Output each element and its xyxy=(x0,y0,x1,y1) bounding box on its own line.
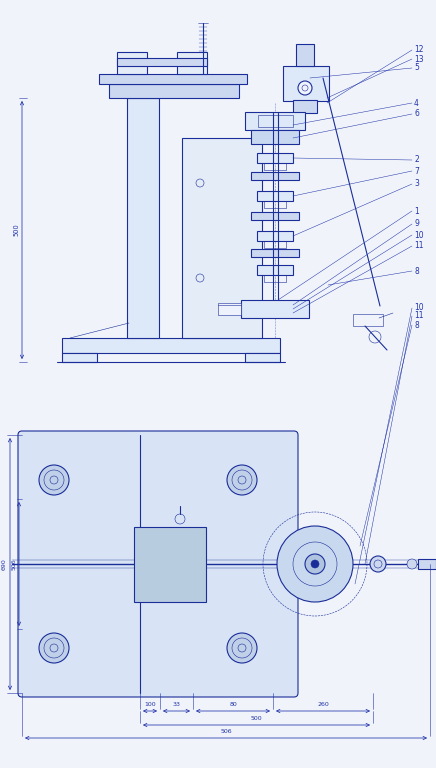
Bar xyxy=(296,44,314,66)
FancyBboxPatch shape xyxy=(18,431,298,697)
Text: 11: 11 xyxy=(414,241,423,250)
Text: 1: 1 xyxy=(414,207,419,216)
Text: 4: 4 xyxy=(414,98,419,108)
Text: 12: 12 xyxy=(414,45,423,55)
Text: 100: 100 xyxy=(144,702,156,707)
Circle shape xyxy=(311,560,319,568)
Bar xyxy=(283,66,329,101)
Bar xyxy=(177,52,207,74)
Circle shape xyxy=(39,633,69,663)
Bar xyxy=(257,153,293,163)
Bar xyxy=(245,353,280,362)
Bar xyxy=(353,314,383,326)
Bar xyxy=(251,212,299,220)
Bar xyxy=(117,52,147,74)
Bar xyxy=(251,249,299,257)
Text: 8: 8 xyxy=(414,320,419,329)
Text: 33: 33 xyxy=(173,702,181,707)
Bar xyxy=(127,98,159,338)
Bar xyxy=(182,138,262,338)
Bar xyxy=(257,231,293,241)
Bar xyxy=(251,130,299,144)
Bar xyxy=(293,100,317,113)
Bar xyxy=(257,191,293,201)
Bar xyxy=(258,115,293,127)
Bar xyxy=(62,338,280,353)
Circle shape xyxy=(305,554,325,574)
Bar xyxy=(109,84,239,98)
Text: 10: 10 xyxy=(414,230,424,240)
Bar xyxy=(245,112,305,130)
Bar xyxy=(241,300,309,318)
Text: 506: 506 xyxy=(220,729,232,734)
Text: 9: 9 xyxy=(414,220,419,229)
Text: 3: 3 xyxy=(414,180,419,188)
Bar xyxy=(418,559,436,569)
Bar xyxy=(251,172,299,180)
Text: 506: 506 xyxy=(11,558,17,570)
Text: 5: 5 xyxy=(414,64,419,72)
Circle shape xyxy=(227,465,257,495)
Bar xyxy=(264,163,286,170)
Bar xyxy=(99,74,247,84)
Bar xyxy=(264,201,286,208)
Bar xyxy=(264,241,286,248)
Circle shape xyxy=(407,559,417,569)
Text: 2: 2 xyxy=(414,155,419,164)
Text: 10: 10 xyxy=(414,303,424,313)
Bar xyxy=(218,303,241,315)
Text: 8: 8 xyxy=(414,266,419,276)
Circle shape xyxy=(39,465,69,495)
Text: 11: 11 xyxy=(414,312,423,320)
Text: 80: 80 xyxy=(229,702,237,707)
Circle shape xyxy=(370,556,386,572)
Text: 6: 6 xyxy=(414,110,419,118)
Bar xyxy=(117,58,207,66)
Text: 500: 500 xyxy=(251,716,262,721)
Circle shape xyxy=(169,553,191,575)
Bar xyxy=(134,527,206,602)
Circle shape xyxy=(277,526,353,602)
Circle shape xyxy=(184,553,206,575)
Text: 260: 260 xyxy=(317,702,329,707)
Bar xyxy=(257,265,293,275)
Polygon shape xyxy=(206,539,234,589)
Circle shape xyxy=(154,553,176,575)
Bar xyxy=(62,353,97,362)
Text: 7: 7 xyxy=(414,167,419,176)
Circle shape xyxy=(227,633,257,663)
Bar xyxy=(264,275,286,282)
Text: 500: 500 xyxy=(13,223,19,237)
Text: 13: 13 xyxy=(414,55,424,64)
Circle shape xyxy=(298,81,312,95)
Text: 690: 690 xyxy=(1,558,7,570)
